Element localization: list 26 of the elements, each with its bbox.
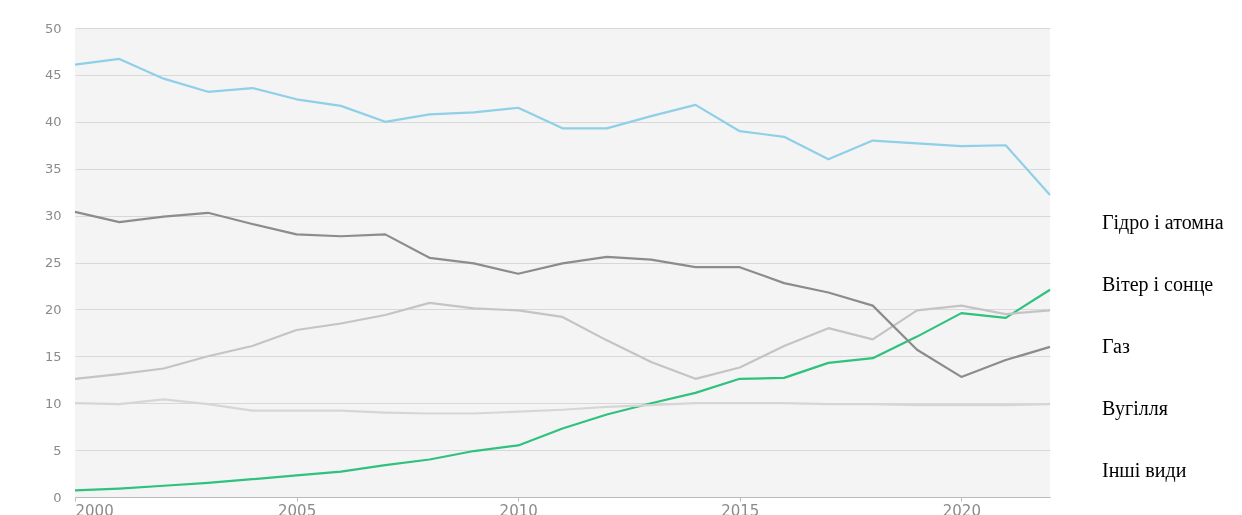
y-tick-label: 10 [44,395,62,411]
line-series [73,301,1052,380]
x-tick-label: 2005 [278,501,317,515]
y-tick-label: 0 [53,489,62,505]
x-tick-label: 2010 [499,501,538,515]
line-series [73,288,1052,492]
text: Газ [1102,335,1130,357]
y-tick-label: 15 [44,348,62,364]
y-tick-label: 35 [44,161,62,177]
y-tick-label: 20 [44,301,62,317]
x-tick-label: 2020 [942,501,981,515]
text: Вітер і сонце [1102,273,1214,296]
y-tick-label: 25 [44,255,62,270]
text: Гідро і атомна [1102,211,1224,234]
x-tick-label: 2000 [75,501,114,515]
line-series [73,210,1052,379]
y-tick-label: 30 [44,208,62,224]
line-series [73,398,1052,415]
line-series [73,57,1052,197]
y-tick-label: 45 [44,67,62,83]
y-tick-label: 5 [53,442,62,458]
text: Інші види [1102,459,1187,482]
y-tick-label: 40 [44,114,62,130]
text: Вугілля [1102,397,1168,420]
x-tick-label: 2015 [721,501,760,515]
y-tick-label: 50 [44,20,62,36]
